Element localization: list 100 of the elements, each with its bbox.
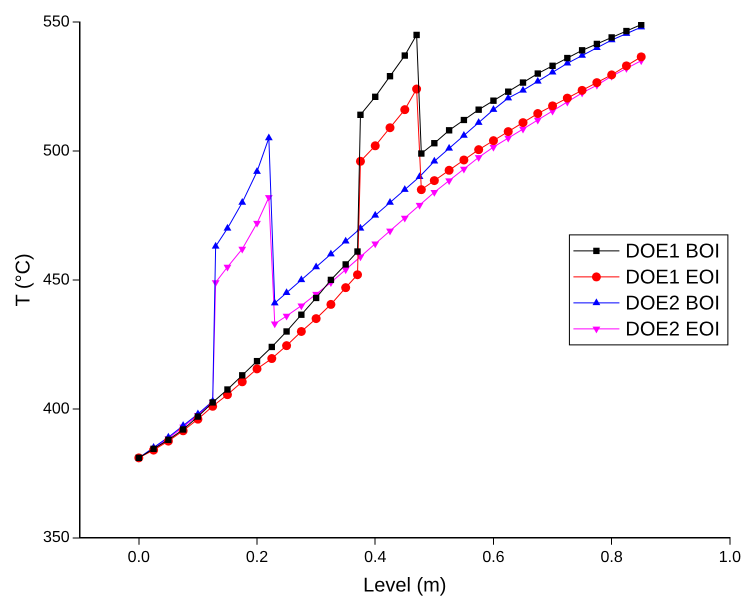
x-axis-title: Level (m) <box>363 574 446 597</box>
point <box>607 70 616 80</box>
point <box>474 118 483 125</box>
point <box>533 109 542 118</box>
point <box>239 372 246 379</box>
point <box>475 106 482 113</box>
point <box>327 250 335 256</box>
point <box>341 283 350 292</box>
point <box>353 270 362 280</box>
legend-label: DOE2 BOI <box>625 292 720 314</box>
point <box>386 198 394 205</box>
point <box>282 314 290 321</box>
point <box>283 328 290 335</box>
point <box>297 303 306 310</box>
point <box>371 242 380 248</box>
y-tick-label: 400 <box>42 400 70 418</box>
point <box>564 54 571 62</box>
point <box>268 344 275 350</box>
point <box>238 246 246 254</box>
point <box>326 300 336 309</box>
point <box>328 276 334 284</box>
point <box>488 136 498 146</box>
point <box>253 167 261 174</box>
point <box>578 86 587 95</box>
point <box>460 166 468 174</box>
point <box>430 190 438 197</box>
point <box>264 134 273 140</box>
x-tick-label: 0.4 <box>364 548 386 566</box>
point <box>298 312 305 318</box>
x-tick-label: 1.0 <box>718 548 742 566</box>
x-tick-label: 0.6 <box>482 548 505 566</box>
point <box>238 198 246 205</box>
point <box>431 140 438 146</box>
legend-label: DOE1 BOI <box>625 240 720 262</box>
point <box>212 242 220 249</box>
point <box>224 224 232 231</box>
point <box>504 136 512 143</box>
point <box>592 78 602 88</box>
point <box>413 32 420 38</box>
point <box>444 166 454 175</box>
point <box>296 326 306 336</box>
point <box>534 76 542 84</box>
point <box>460 130 468 138</box>
point <box>460 116 468 124</box>
point <box>386 123 395 132</box>
point <box>386 228 394 236</box>
point <box>548 101 558 110</box>
x-tick-label: 0.0 <box>128 548 150 566</box>
point <box>372 94 378 100</box>
x-tick-label: 0.2 <box>246 548 268 566</box>
point <box>357 112 364 118</box>
point <box>504 127 513 136</box>
point <box>490 144 498 152</box>
point <box>459 155 468 164</box>
point <box>400 216 409 223</box>
point <box>402 52 408 59</box>
point <box>270 321 279 328</box>
point <box>446 127 452 134</box>
point <box>254 358 260 364</box>
point <box>342 236 350 244</box>
y-tick-label: 550 <box>42 13 70 30</box>
point <box>549 62 556 70</box>
point <box>342 261 349 268</box>
point <box>519 86 527 93</box>
point <box>312 262 320 270</box>
point <box>445 144 454 151</box>
point <box>270 298 279 306</box>
point <box>400 105 410 114</box>
point <box>474 145 484 154</box>
point <box>445 178 454 186</box>
point <box>386 72 394 80</box>
x-tick-label: 0.8 <box>600 548 623 566</box>
legend-label: DOE1 EOI <box>625 266 720 288</box>
point <box>430 156 438 164</box>
point <box>252 364 262 374</box>
point <box>490 105 498 112</box>
point <box>342 267 350 274</box>
point <box>297 275 306 282</box>
point <box>416 202 424 210</box>
point <box>224 264 232 272</box>
point <box>490 97 497 104</box>
point <box>622 61 631 70</box>
point <box>400 185 409 192</box>
point <box>505 88 512 95</box>
point <box>312 314 321 324</box>
point <box>594 40 600 48</box>
point <box>370 141 380 150</box>
point <box>518 118 528 128</box>
legend-label: DOE2 EOI <box>625 318 720 340</box>
point <box>636 52 646 62</box>
point <box>253 220 261 228</box>
point <box>534 118 542 124</box>
point <box>562 94 572 103</box>
point <box>519 126 527 134</box>
point <box>282 341 292 350</box>
point <box>312 294 320 302</box>
y-tick-label: 450 <box>42 271 70 288</box>
point <box>267 354 276 364</box>
point <box>430 176 439 186</box>
point <box>416 185 426 194</box>
